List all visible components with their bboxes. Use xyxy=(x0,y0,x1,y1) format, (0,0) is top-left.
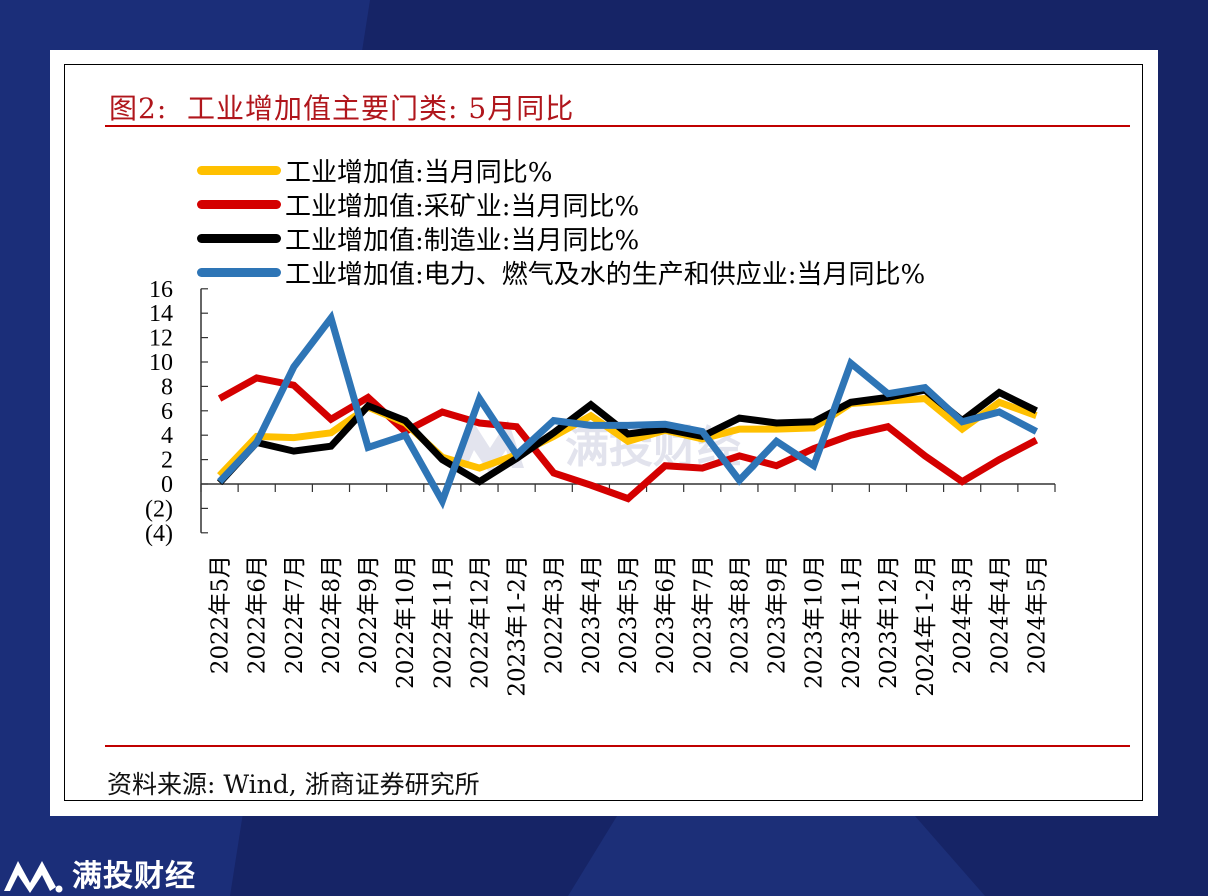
x-tick-label: 2023年8月 xyxy=(727,555,753,674)
x-tick-label: 2022年11月 xyxy=(430,555,456,689)
legend-label-utilities: 工业增加值:电力、燃气及水的生产和供应业:当月同比% xyxy=(285,259,926,290)
legend-swatch-total xyxy=(197,165,281,175)
legend-label-manufacturing: 工业增加值:制造业:当月同比% xyxy=(285,225,640,256)
y-tick-label: 6 xyxy=(161,399,173,425)
x-tick-label: 2022年10月 xyxy=(393,555,419,689)
x-tick-label: 2024年1-2月 xyxy=(913,555,939,697)
figure-title: 图2: 工业增加值主要门类: 5月同比 xyxy=(109,92,575,125)
mountain-m-logo-icon xyxy=(4,861,63,893)
figure-panel: 图2: 工业增加值主要门类: 5月同比 工业增加值:当月同比% 工业增加值:采矿… xyxy=(50,50,1158,816)
y-tick-label: 12 xyxy=(149,326,173,352)
legend-swatch-manufacturing xyxy=(197,233,281,243)
y-tick-label: 10 xyxy=(149,350,173,376)
legend-item-manufacturing: 工业增加值:制造业:当月同比% xyxy=(197,221,925,256)
brand-footer: 满投财经 xyxy=(2,852,196,894)
x-tick-label: 2023年10月 xyxy=(802,555,828,689)
x-tick-label: 2023年1-2月 xyxy=(505,555,531,697)
x-tick-label: 2024年3月 xyxy=(950,555,976,674)
x-tick-label: 2022年8月 xyxy=(319,555,345,674)
brand-name: 满投财经 xyxy=(72,859,196,894)
source-divider xyxy=(105,745,1130,747)
x-tick-label: 2023年11月 xyxy=(839,555,865,689)
legend-item-total: 工业增加值:当月同比% xyxy=(197,153,925,188)
x-tick-label: 2022年6月 xyxy=(245,555,271,674)
y-tick-label: 8 xyxy=(161,374,173,400)
y-tick-label: 0 xyxy=(161,472,173,498)
source-note: 资料来源: Wind, 浙商证券研究所 xyxy=(107,770,480,799)
chart-series xyxy=(217,310,1039,510)
legend-swatch-mining xyxy=(197,199,281,209)
y-tick-label: 14 xyxy=(149,301,173,327)
x-axis-labels: 2022年5月 2022年6月 2022年7月 2022年8月 2022年9月 2022年… xyxy=(208,555,1051,697)
series-line-3 xyxy=(217,310,1039,510)
x-tick-label: 2022年9月 xyxy=(356,555,382,674)
y-tick-label: 16 xyxy=(149,277,173,303)
title-divider xyxy=(105,125,1130,127)
x-tick-label: 2022年5月 xyxy=(208,555,234,674)
y-tick-label: (2) xyxy=(145,496,173,522)
legend-label-total: 工业增加值:当月同比% xyxy=(285,157,553,188)
chart-legend: 工业增加值:当月同比% 工业增加值:采矿业:当月同比% 工业增加值:制造业:当月… xyxy=(197,153,926,290)
x-tick-label: 2023年6月 xyxy=(653,555,679,674)
x-tick-label: 2022年3月 xyxy=(542,555,568,674)
legend-label-mining: 工业增加值:采矿业:当月同比% xyxy=(285,191,640,222)
x-tick-label: 2024年4月 xyxy=(987,555,1013,674)
x-tick-label: 2024年5月 xyxy=(1024,555,1050,674)
y-tick-label: 2 xyxy=(161,448,173,474)
y-tick-label: (4) xyxy=(145,521,173,547)
x-tick-label: 2022年12月 xyxy=(467,555,493,689)
legend-swatch-utilities xyxy=(197,267,281,277)
x-tick-label: 2023年4月 xyxy=(579,555,605,674)
x-tick-label: 2023年12月 xyxy=(876,555,902,689)
legend-item-utilities: 工业增加值:电力、燃气及水的生产和供应业:当月同比% xyxy=(197,255,926,290)
legend-item-mining: 工业增加值:采矿业:当月同比% xyxy=(197,187,925,222)
figure-frame: 图2: 工业增加值主要门类: 5月同比 工业增加值:当月同比% 工业增加值:采矿… xyxy=(64,64,1143,801)
x-tick-label: 2023年9月 xyxy=(765,555,791,674)
y-tick-label: 4 xyxy=(161,423,173,449)
x-tick-label: 2023年7月 xyxy=(690,555,716,674)
x-tick-label: 2022年7月 xyxy=(282,555,308,674)
x-tick-label: 2023年5月 xyxy=(616,555,642,674)
